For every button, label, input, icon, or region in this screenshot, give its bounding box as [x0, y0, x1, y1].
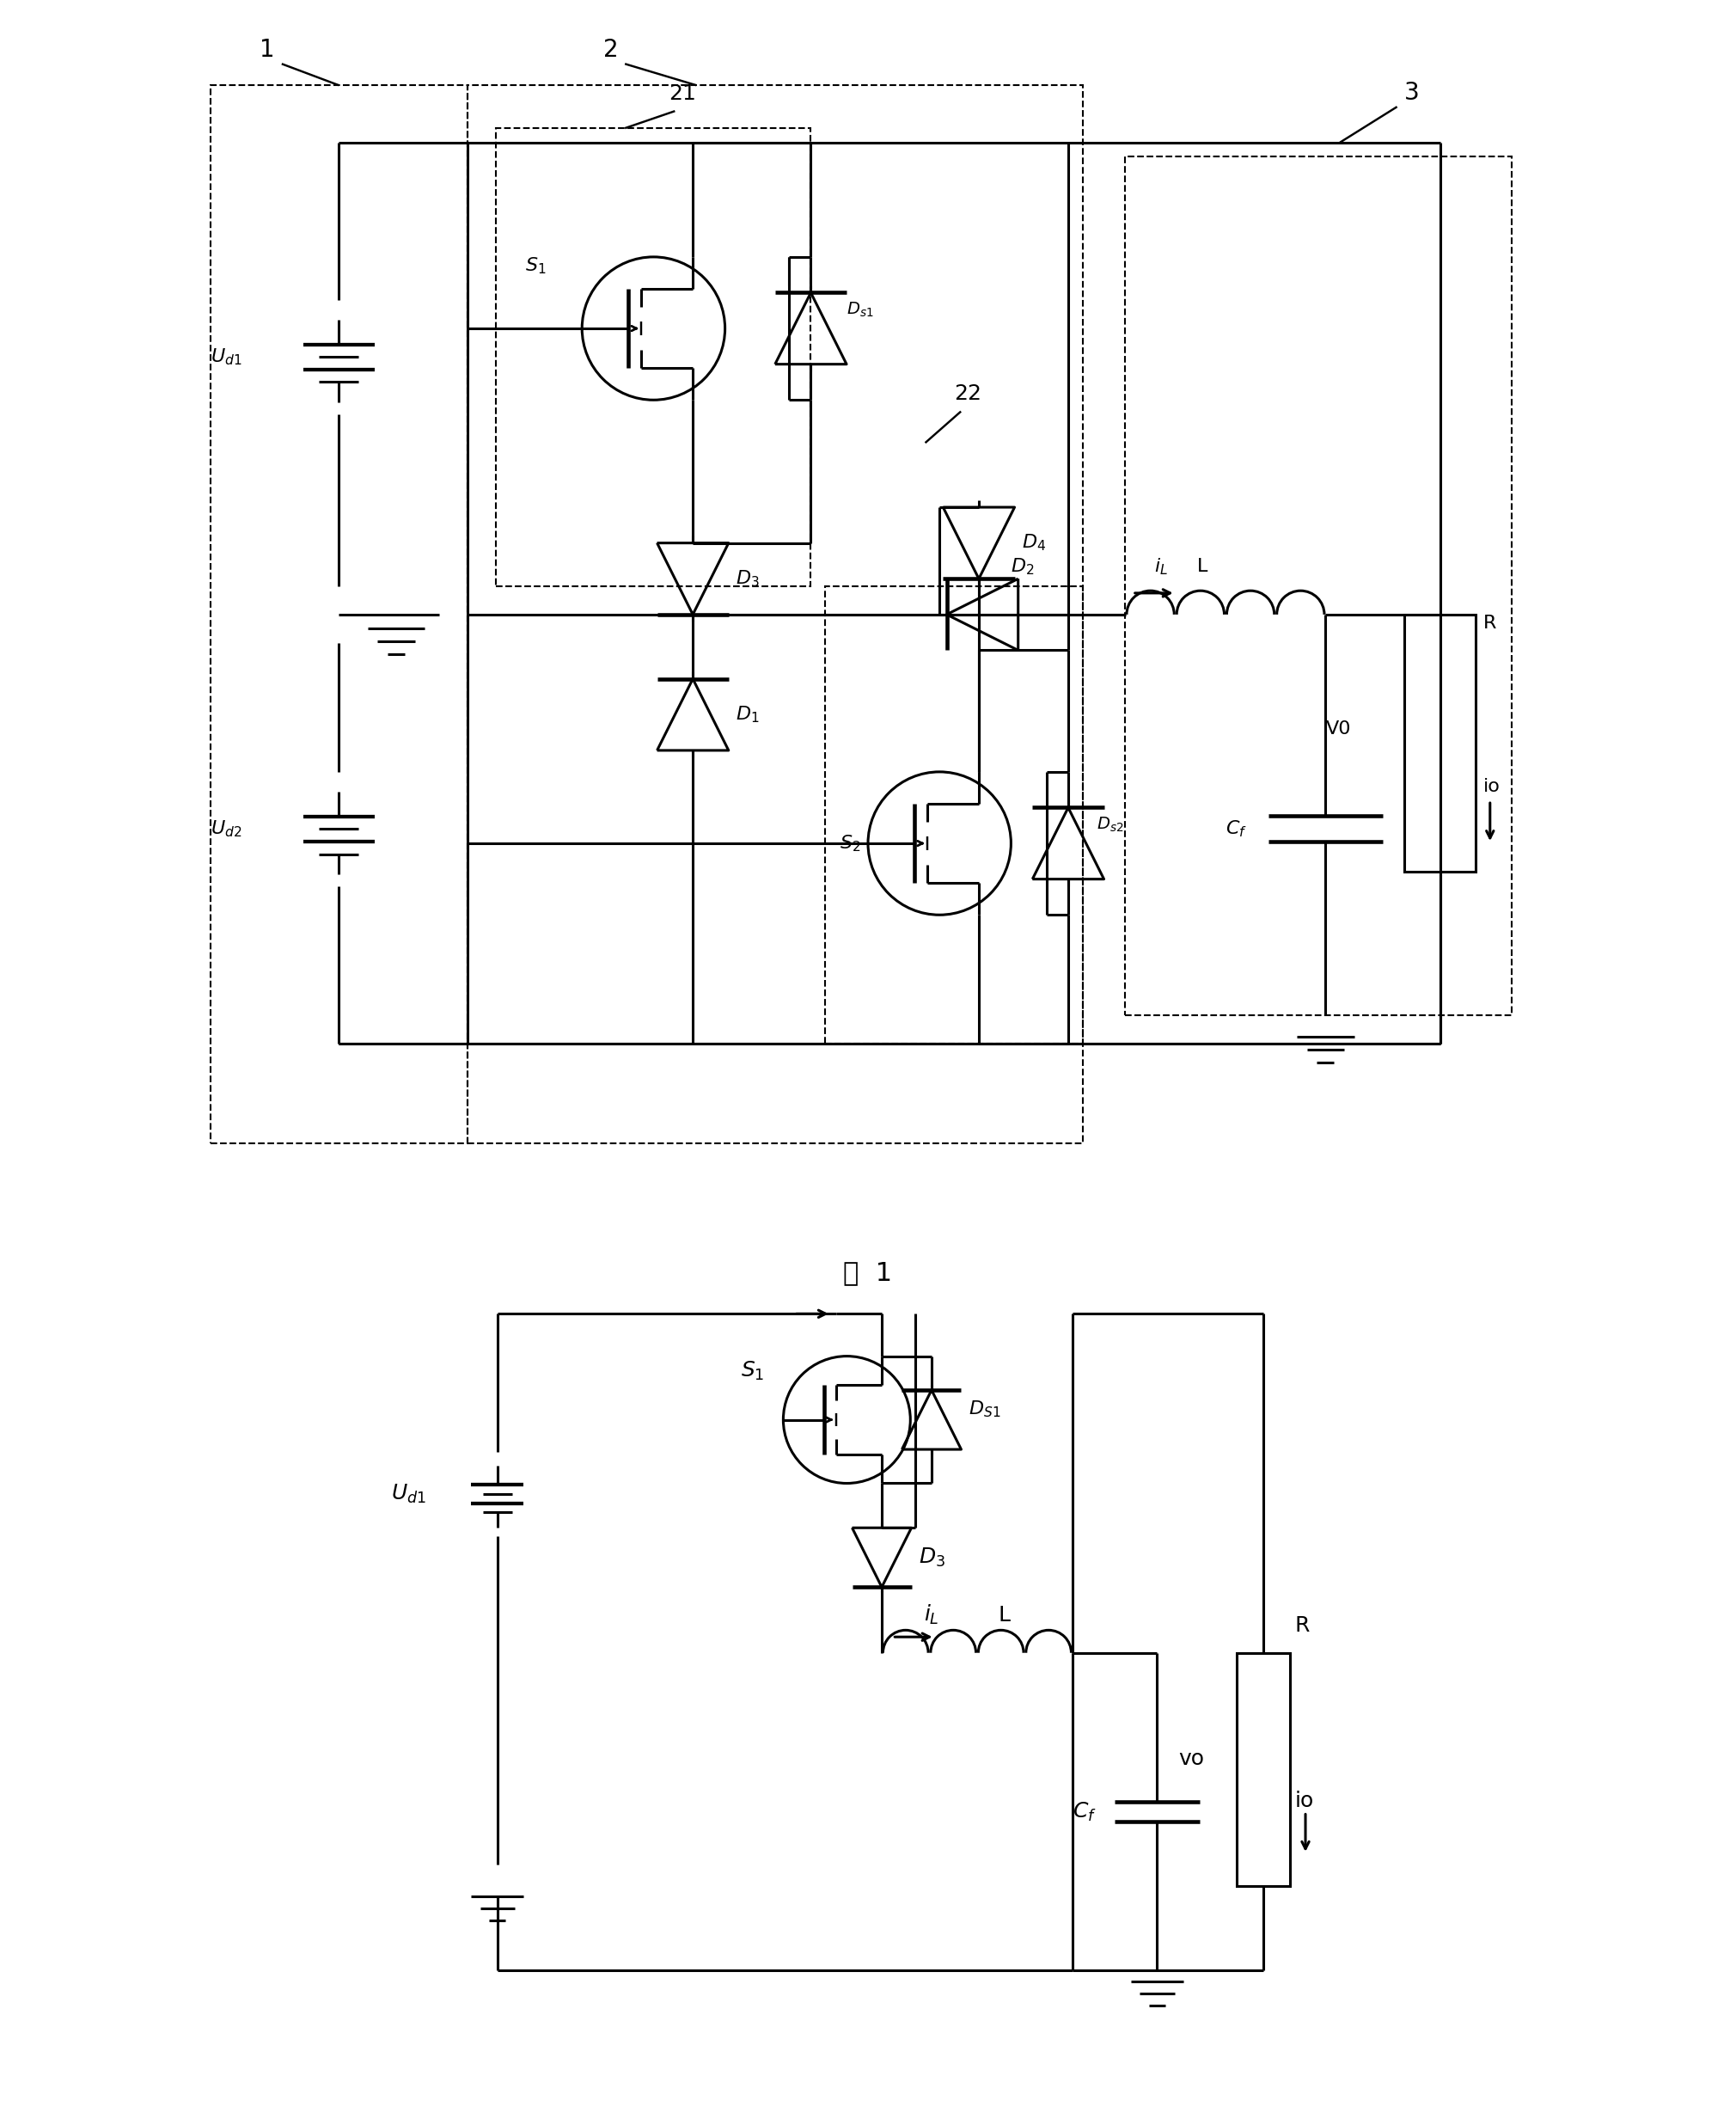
Text: 2: 2: [602, 38, 618, 61]
Text: $U_{d1}$: $U_{d1}$: [391, 1483, 427, 1504]
Text: $D_1$: $D_1$: [736, 704, 759, 725]
Text: io: io: [1295, 1791, 1314, 1812]
Text: $C_f$: $C_f$: [1073, 1801, 1097, 1822]
Text: V0: V0: [1326, 720, 1351, 737]
Text: $i_L$: $i_L$: [924, 1602, 939, 1627]
Text: $S_1$: $S_1$: [741, 1360, 764, 1384]
Text: $D_3$: $D_3$: [918, 1547, 946, 1568]
Text: vo: vo: [1179, 1748, 1205, 1769]
Bar: [1125, 157, 1512, 1015]
Text: L: L: [998, 1604, 1010, 1625]
Text: 22: 22: [955, 384, 983, 405]
Text: io: io: [1483, 778, 1500, 795]
Text: $i_L$: $i_L$: [1154, 555, 1168, 576]
Text: $D_4$: $D_4$: [1023, 532, 1045, 553]
Text: $D_{S1}$: $D_{S1}$: [969, 1399, 1000, 1420]
Text: $U_{d1}$: $U_{d1}$: [210, 348, 241, 367]
Text: R: R: [1295, 1615, 1309, 1636]
Text: $D_{s2}$: $D_{s2}$: [1097, 816, 1123, 833]
Bar: [1236, 1653, 1290, 1886]
Bar: [210, 85, 467, 1144]
Text: 图  1: 图 1: [844, 1261, 892, 1284]
Text: $D_2$: $D_2$: [1010, 555, 1035, 576]
Text: $D_3$: $D_3$: [736, 568, 759, 589]
Text: L: L: [1196, 557, 1208, 574]
Text: $S_1$: $S_1$: [524, 256, 545, 275]
Bar: [825, 587, 1083, 1045]
Bar: [496, 129, 811, 587]
Text: R: R: [1483, 615, 1496, 631]
Text: 1: 1: [260, 38, 274, 61]
Text: $S_2$: $S_2$: [840, 833, 861, 854]
Text: $C_f$: $C_f$: [1226, 818, 1246, 839]
Text: 21: 21: [668, 83, 696, 104]
Bar: [467, 85, 1083, 1144]
Text: 3: 3: [1404, 81, 1418, 104]
Bar: [1404, 615, 1476, 873]
Text: $U_{d2}$: $U_{d2}$: [210, 818, 241, 839]
Text: $D_{s1}$: $D_{s1}$: [847, 301, 873, 318]
